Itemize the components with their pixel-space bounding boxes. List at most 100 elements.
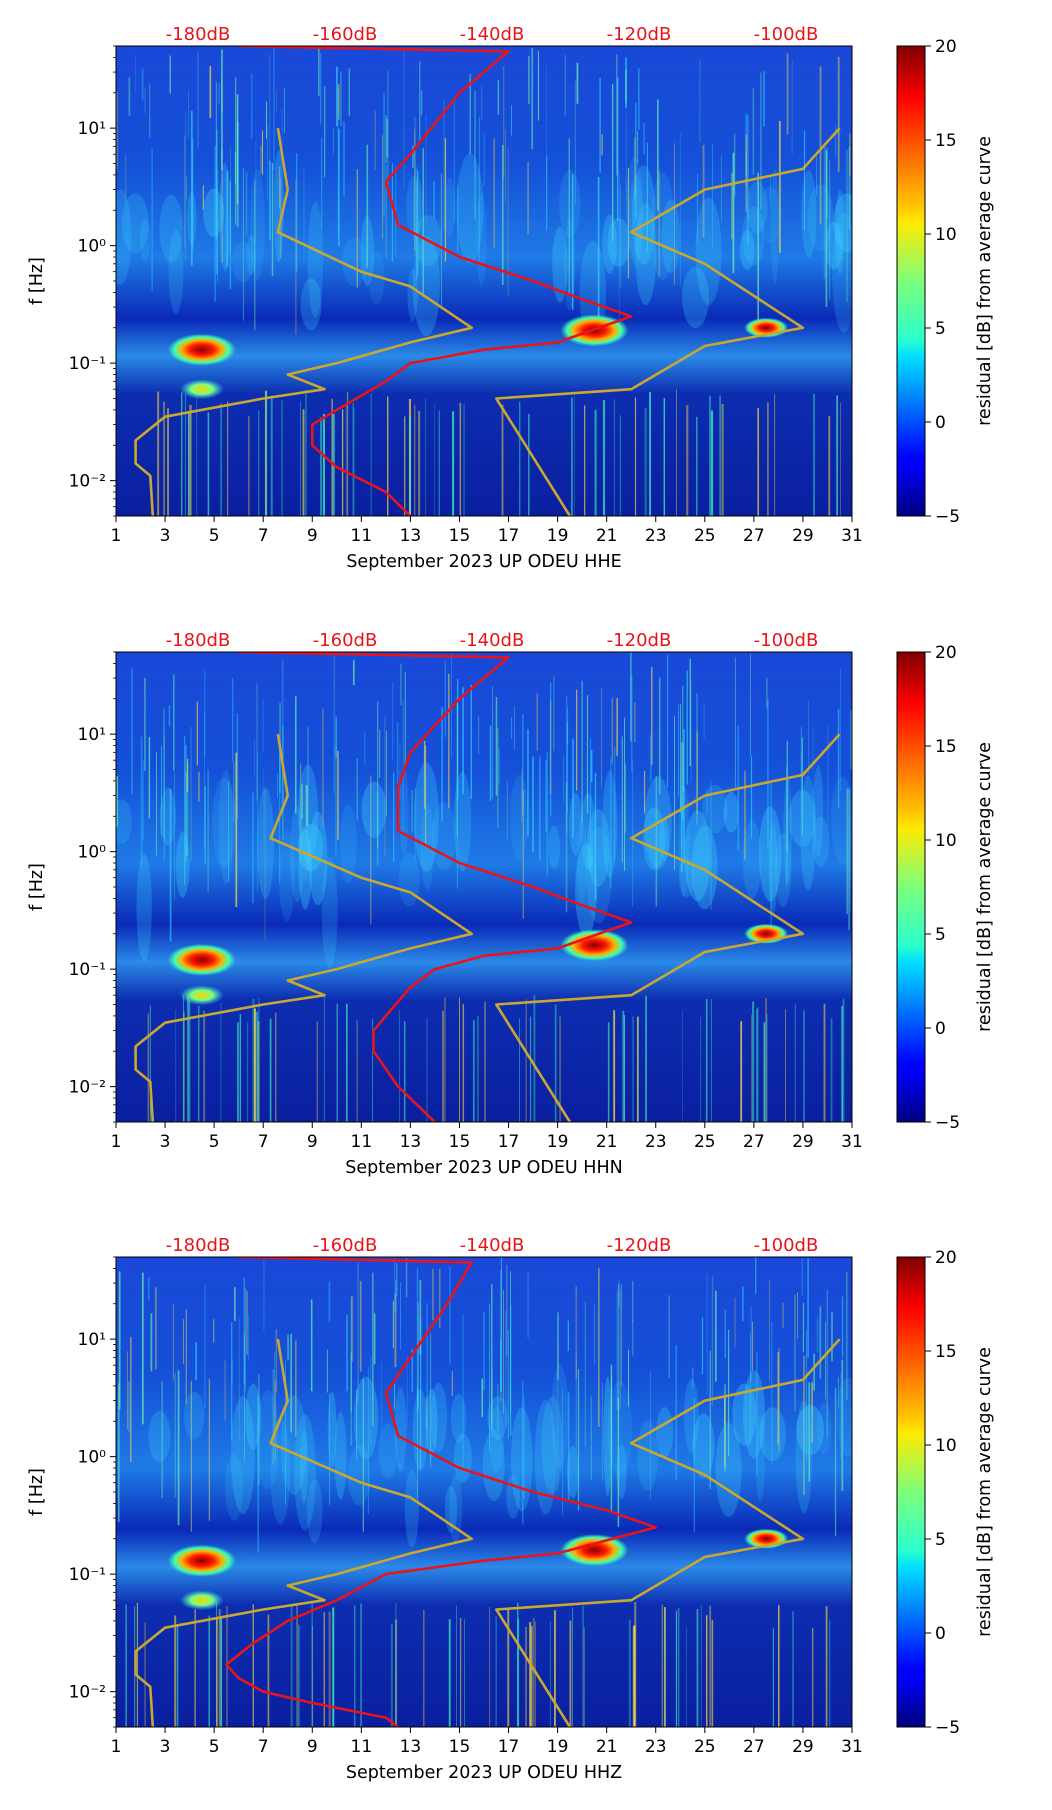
microseism-blob [148, 1411, 171, 1463]
microseism-blob [327, 1391, 337, 1468]
x-tick-label: 15 [449, 526, 471, 546]
microseism-blob [650, 172, 675, 281]
x-tick-label: 25 [694, 1737, 716, 1757]
microseism-blob [807, 184, 834, 252]
microseism-blob [476, 192, 487, 287]
microseism-blob [833, 193, 852, 253]
microseism-blob [116, 189, 132, 285]
colorbar-tick-label: 20 [935, 1248, 957, 1268]
x-tick-label: 23 [645, 1737, 667, 1757]
db-scale-label: -160dB [313, 24, 378, 45]
microseism-blob [347, 1444, 371, 1506]
y-axis-label: f [Hz] [27, 257, 47, 305]
microseism-blob [770, 168, 779, 285]
microseism-blob [723, 791, 739, 833]
y-tick-label: 10⁻¹ [69, 1565, 106, 1585]
db-scale-label: -180dB [166, 24, 231, 45]
colorbar-tick-label: 20 [935, 37, 957, 57]
energy-hotspot [560, 929, 629, 962]
energy-hotspot [179, 1590, 224, 1611]
microseism-blob [678, 856, 695, 898]
x-tick-label: 27 [743, 1132, 765, 1152]
x-tick-label: 27 [743, 1737, 765, 1757]
colorbar-tick-label: 10 [935, 831, 957, 851]
x-tick-label: 13 [400, 1737, 422, 1757]
colorbar-tick-label: −5 [935, 1718, 960, 1738]
db-scale-label: -180dB [166, 1235, 231, 1256]
microseism-blob [661, 199, 680, 274]
x-tick-label: 13 [400, 526, 422, 546]
x-tick-label: 21 [596, 1737, 618, 1757]
x-tick-label: 5 [209, 1132, 220, 1152]
microseism-blob [212, 777, 236, 868]
microseism-blob [339, 804, 357, 883]
microseism-blob [444, 177, 456, 238]
x-tick-label: 1 [111, 1132, 122, 1152]
db-scale-label: -160dB [313, 1235, 378, 1256]
microseism-blob [575, 843, 597, 937]
colorbar-tick-label: 0 [935, 1019, 946, 1039]
colorbar-tick-label: 5 [935, 1530, 946, 1550]
microseism-blob [186, 191, 197, 246]
energy-hotspot [560, 1534, 629, 1567]
microseism-blob [607, 217, 631, 267]
db-scale-label: -140dB [460, 630, 525, 651]
y-tick-label: 10¹ [78, 1330, 106, 1350]
microseism-blob [758, 806, 782, 902]
red-noise-curve [238, 46, 633, 516]
x-tick-label: 17 [498, 1737, 520, 1757]
microseism-blob [175, 831, 190, 898]
colorbar-label: residual [dB] from average curve [975, 136, 995, 426]
spectrogram-area [116, 46, 852, 516]
energy-hotspot [179, 985, 224, 1006]
db-scale-label: -100dB [754, 24, 819, 45]
microseism-blob [684, 810, 711, 902]
microseism-blob [576, 818, 587, 906]
db-scale-label: -120dB [607, 630, 672, 651]
microseism-blob [136, 853, 152, 962]
x-tick-label: 29 [792, 1132, 814, 1152]
microseism-blob [139, 218, 151, 262]
x-tick-label: 3 [160, 1132, 171, 1152]
microseism-blob [742, 820, 762, 900]
microseism-blob [692, 1413, 715, 1479]
x-tick-label: 19 [547, 526, 569, 546]
x-tick-label: 11 [351, 1132, 373, 1152]
colorbar [896, 1256, 926, 1728]
microseism-blob [413, 762, 439, 872]
y-tick-label: 10⁰ [78, 237, 107, 257]
microseism-blob [825, 221, 843, 270]
microseism-blob [219, 162, 231, 271]
y-tick-label: 10⁻² [69, 1683, 106, 1703]
microseism-blob [755, 1415, 765, 1503]
microseism-blob [225, 1453, 244, 1521]
microseism-blob [412, 166, 421, 252]
colorbar-tick-label: 20 [935, 643, 957, 663]
microseism-blob [334, 1411, 347, 1500]
microseism-blob [378, 1423, 398, 1479]
microseism-blob [580, 793, 596, 870]
microseism-blob [425, 1388, 438, 1458]
y-axis-label: f [Hz] [27, 1468, 47, 1516]
microseism-blob [559, 169, 581, 238]
colorbar-tick-label: 0 [935, 1624, 946, 1644]
microseism-blob [783, 775, 793, 886]
microseism-blob [431, 802, 456, 871]
y-tick-label: 10⁻¹ [69, 960, 106, 980]
x-tick-label: 9 [307, 1737, 318, 1757]
microseism-blob [566, 1446, 580, 1498]
microseism-blob [159, 194, 183, 263]
microseism-blob [774, 833, 792, 907]
microseism-blob [795, 1400, 813, 1514]
microseism-blob [482, 1429, 505, 1502]
microseism-blob [488, 1406, 505, 1473]
microseism-blob [360, 215, 375, 287]
microseism-blob [250, 169, 265, 281]
microseism-blob [353, 1376, 379, 1460]
colorbar-tick-label: 15 [935, 737, 957, 757]
microseism-blob [506, 1474, 520, 1519]
microseism-blob [307, 201, 324, 319]
